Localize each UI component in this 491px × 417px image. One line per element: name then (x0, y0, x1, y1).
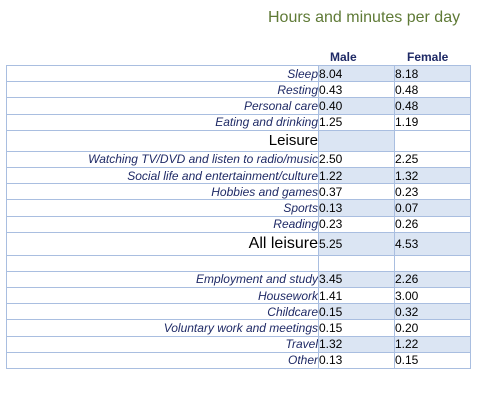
female-value: 0.32 (394, 303, 471, 321)
male-value: 0.13 (318, 351, 395, 370)
table-row: Resting 0.43 0.48 (6, 81, 471, 99)
female-value: 0.23 (394, 183, 471, 201)
female-value (394, 254, 471, 272)
female-value (394, 129, 471, 152)
male-value: 1.22 (318, 166, 395, 185)
female-value: 0.48 (394, 81, 471, 99)
row-label: Sleep (6, 64, 319, 83)
table-row: Eating and drinking 1.25 1.19 (6, 113, 471, 131)
male-value: 5.25 (318, 231, 395, 256)
column-header-female: Female (407, 50, 449, 64)
table-row: Reading 0.23 0.26 (6, 215, 471, 233)
female-value: 1.22 (394, 335, 471, 353)
table-row: Watching TV/DVD and listen to radio/musi… (6, 150, 471, 168)
table-title: Hours and minutes per day (268, 9, 461, 26)
female-value: 2.26 (394, 270, 471, 289)
male-value: 0.43 (318, 81, 395, 99)
male-value: 0.37 (318, 183, 395, 201)
table-row: Sleep 8.04 8.18 (6, 64, 471, 83)
row-label: Travel (6, 335, 319, 353)
row-label: Sports (6, 199, 319, 217)
row-label: Employment and study (6, 270, 319, 289)
row-label: Personal care (6, 97, 319, 115)
male-value (318, 254, 395, 272)
table-row: Childcare 0.15 0.32 (6, 303, 471, 321)
section-row: All leisure 5.25 4.53 (6, 231, 471, 256)
male-value: 1.41 (318, 287, 395, 305)
female-value: 0.15 (394, 351, 471, 370)
table-row: Employment and study 3.45 2.26 (6, 270, 471, 289)
female-value: 0.20 (394, 319, 471, 337)
female-value: 1.19 (394, 113, 471, 131)
female-value: 3.00 (394, 287, 471, 305)
row-label: Leisure (6, 129, 319, 152)
row-label: All leisure (6, 231, 319, 256)
table-row: Hobbies and games 0.37 0.23 (6, 183, 471, 201)
row-label (6, 254, 319, 272)
female-value: 0.07 (394, 199, 471, 217)
time-use-table: Sleep 8.04 8.18 Resting 0.43 0.48 Personal car… (6, 64, 471, 370)
table-row: Social life and entertainment/culture 1.2… (6, 166, 471, 185)
female-value: 0.26 (394, 215, 471, 233)
male-value: 0.40 (318, 97, 395, 115)
row-label: Hobbies and games (6, 183, 319, 201)
table-row: Personal care 0.40 0.48 (6, 97, 471, 115)
row-label: Other (6, 351, 319, 370)
table-row: Travel 1.32 1.22 (6, 335, 471, 353)
female-value: 2.25 (394, 150, 471, 168)
female-value: 0.48 (394, 97, 471, 115)
table-row: Sports 0.13 0.07 (6, 199, 471, 217)
row-label: Eating and drinking (6, 113, 319, 131)
male-value: 0.15 (318, 319, 395, 337)
female-value: 8.18 (394, 64, 471, 83)
male-value: 0.13 (318, 199, 395, 217)
row-label: Housework (6, 287, 319, 305)
male-value: 3.45 (318, 270, 395, 289)
male-value: 8.04 (318, 64, 395, 83)
row-label: Reading (6, 215, 319, 233)
male-value: 1.32 (318, 335, 395, 353)
row-label: Childcare (6, 303, 319, 321)
row-label: Social life and entertainment/culture (6, 166, 319, 185)
male-value (318, 129, 395, 152)
row-label: Watching TV/DVD and listen to radio/musi… (6, 150, 319, 168)
table-row: Voluntary work and meetings 0.15 0.20 (6, 319, 471, 337)
column-header-male: Male (330, 50, 357, 64)
male-value: 0.23 (318, 215, 395, 233)
female-value: 1.32 (394, 166, 471, 185)
row-label: Resting (6, 81, 319, 99)
table-row: Housework 1.41 3.00 (6, 287, 471, 305)
female-value: 4.53 (394, 231, 471, 256)
male-value: 1.25 (318, 113, 395, 131)
table-row: Other 0.13 0.15 (6, 351, 471, 370)
row-label: Voluntary work and meetings (6, 319, 319, 337)
section-row: Leisure (6, 129, 471, 152)
spacer-row (6, 254, 471, 272)
male-value: 2.50 (318, 150, 395, 168)
male-value: 0.15 (318, 303, 395, 321)
